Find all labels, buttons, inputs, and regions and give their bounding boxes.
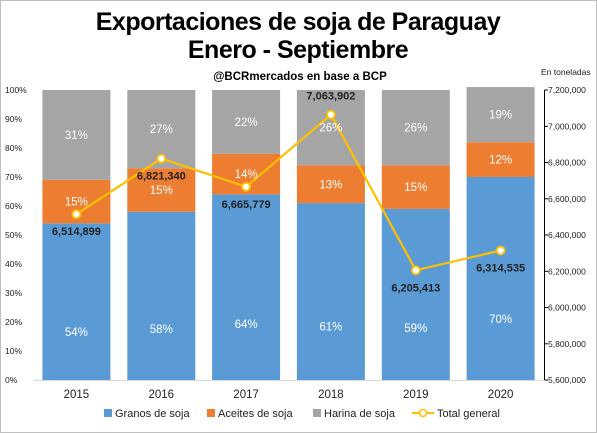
total-label-2020: 6,314,535: [476, 263, 525, 275]
left-tick-label: 40%: [5, 259, 22, 269]
right-tick-label: 6,400,000: [548, 230, 586, 240]
right-tick-label: 6,600,000: [548, 194, 586, 204]
total-point-2017: [241, 181, 252, 192]
right-tick-label: 6,800,000: [548, 158, 586, 168]
pct-label-granos-de-soja-2020: 70%: [489, 314, 512, 326]
legend-swatch-aceites-de-soja: [207, 409, 215, 417]
legend-label-total-general: Total general: [437, 408, 500, 420]
total-general-line: [75, 112, 501, 272]
x-tick-label-2020: 2020: [488, 389, 514, 401]
total-point-2015: [71, 209, 82, 220]
x-tick-label-2018: 2018: [318, 389, 344, 401]
chart-title: Exportaciones de soja de Paraguay: [96, 8, 501, 36]
bar-aceites-de-soja-2019: [381, 165, 450, 209]
right-tick-label: 7,200,000: [548, 85, 586, 95]
right-tick-label: 6,200,000: [548, 266, 586, 276]
pct-label-granos-de-soja-2015: 54%: [65, 327, 88, 339]
bar-granos-de-soja-2015: [42, 223, 111, 380]
legend-label-aceites-de-soja: Aceites de soja: [218, 408, 293, 420]
left-tick-label: 70%: [5, 172, 22, 182]
pct-label-harina-de-soja-2016: 27%: [150, 124, 173, 136]
left-tick-label: 50%: [5, 230, 22, 240]
left-tick-label: 10%: [5, 346, 22, 356]
bar-harina-de-soja-2019: [381, 90, 450, 166]
total-point-2020: [495, 245, 506, 256]
total-label-2018: 7,063,902: [306, 91, 355, 103]
bar-aceites-de-soja-2016: [127, 168, 196, 212]
bars-layer: [42, 87, 535, 380]
left-tick-label: 20%: [5, 317, 22, 327]
line-layer: [71, 109, 506, 276]
legend-swatch-granos-de-soja: [104, 409, 112, 417]
total-label-2016: 6,821,340: [137, 171, 186, 183]
legend-marker-total-general: [418, 408, 428, 418]
right-tick-label: 6,000,000: [548, 303, 586, 313]
bar-aceites-de-soja-2018: [296, 165, 365, 204]
total-point-2018: [325, 109, 336, 120]
x-tick-label-2017: 2017: [233, 389, 259, 401]
pct-label-granos-de-soja-2019: 59%: [404, 323, 427, 335]
chart-subtitle: Enero - Septiembre: [188, 36, 409, 64]
pct-label-harina-de-soja-2020: 19%: [489, 110, 512, 122]
pct-label-harina-de-soja-2017: 22%: [235, 117, 258, 129]
legend: Granos de soja Aceites de soja Harina de s…: [104, 408, 500, 420]
pct-label-aceites-de-soja-2016: 15%: [150, 185, 173, 197]
pct-label-aceites-de-soja-2015: 15%: [65, 197, 88, 209]
right-axis-unit: En toneladas: [541, 67, 591, 77]
pct-label-aceites-de-soja-2019: 15%: [404, 182, 427, 194]
left-tick-label: 60%: [5, 201, 22, 211]
bar-granos-de-soja-2018: [296, 203, 365, 380]
x-tick-label-2016: 2016: [149, 389, 175, 401]
pct-label-granos-de-soja-2018: 61%: [319, 322, 342, 334]
bar-aceites-de-soja-2020: [466, 142, 535, 177]
legend-label-granos-de-soja: Granos de soja: [115, 408, 190, 420]
bar-harina-de-soja-2015: [42, 90, 111, 180]
bar-harina-de-soja-2017: [212, 90, 281, 154]
pct-label-aceites-de-soja-2020: 12%: [489, 155, 512, 167]
bar-granos-de-soja-2016: [127, 211, 196, 380]
bar-granos-de-soja-2019: [381, 208, 450, 380]
left-tick-label: 90%: [5, 114, 22, 124]
total-label-2017: 6,665,779: [222, 199, 271, 211]
x-tick-label-2015: 2015: [64, 389, 90, 401]
right-tick-label: 5,800,000: [548, 339, 586, 349]
legend-swatch-harina-de-soja: [313, 409, 321, 417]
right-tick-label: 5,600,000: [548, 375, 586, 385]
x-tick-label-2019: 2019: [403, 389, 429, 401]
labels-layer: 54% 15% 31% 58% 15% 27% 64% 14% 22% 61% 13% 26% 59% 1…: [52, 91, 525, 340]
pct-label-harina-de-soja-2015: 31%: [65, 130, 88, 142]
left-tick-label: 100%: [5, 85, 27, 95]
bar-granos-de-soja-2020: [466, 177, 535, 380]
total-label-2015: 6,514,899: [52, 226, 101, 238]
axes-layer: 0% 10% 20% 30% 40% 50% 60% 70% 80% 90% 100% 5,600,0…: [5, 85, 586, 401]
pct-label-harina-de-soja-2018: 26%: [319, 123, 342, 135]
pct-label-aceites-de-soja-2018: 13%: [319, 179, 342, 191]
pct-label-granos-de-soja-2016: 58%: [150, 324, 173, 336]
left-tick-label: 80%: [5, 143, 22, 153]
left-tick-label: 30%: [5, 288, 22, 298]
legend-label-harina-de-soja: Harina de soja: [324, 408, 396, 420]
total-point-2019: [410, 265, 421, 276]
bar-harina-de-soja-2018: [296, 90, 365, 166]
bar-granos-de-soja-2017: [212, 194, 281, 380]
left-tick-label: 0%: [5, 375, 18, 385]
pct-label-aceites-de-soja-2017: 14%: [235, 169, 258, 181]
bar-harina-de-soja-2020: [466, 87, 535, 143]
total-point-2016: [156, 153, 167, 164]
right-tick-label: 7,000,000: [548, 121, 586, 131]
total-label-2019: 6,205,413: [391, 282, 440, 294]
source-note: @BCRmercados en base a BCP: [213, 71, 387, 83]
pct-label-harina-de-soja-2019: 26%: [404, 123, 427, 135]
pct-label-granos-de-soja-2017: 64%: [235, 319, 258, 331]
